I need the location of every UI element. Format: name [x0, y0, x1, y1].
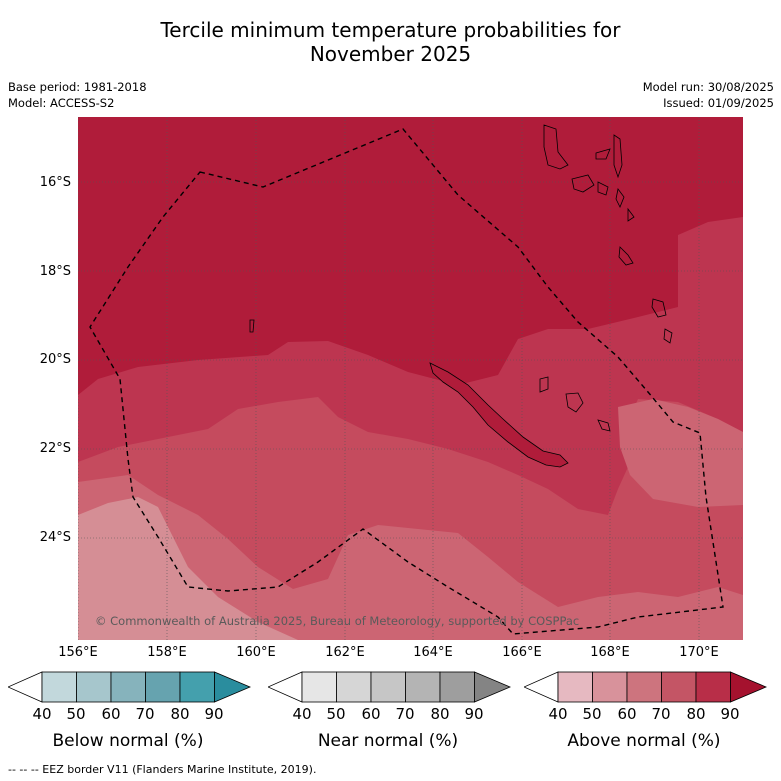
cbar-above-tick-70: 70 — [651, 705, 671, 723]
eez-footer-note: -- -- -- EEZ border V11 (Flanders Marine… — [8, 763, 317, 776]
lat-label-20s: 20°S — [39, 352, 71, 367]
colorbar-below-normal — [8, 671, 251, 703]
title-line-1: Tercile minimum temperature probabilitie… — [160, 18, 621, 42]
copyright-notice: © Commonwealth of Australia 2025, Bureau… — [95, 614, 580, 628]
cbar-near-seg-1 — [301, 671, 337, 703]
cbar-near-title: Near normal (%) — [317, 731, 459, 751]
cbar-near-tick-80: 80 — [430, 705, 450, 723]
cbar-above-tick-80: 80 — [686, 705, 706, 723]
cbar-below-tick-70: 70 — [135, 705, 155, 723]
cbar-near-tick-60: 60 — [361, 705, 381, 723]
lon-label-162e: 162°E — [325, 645, 365, 660]
loyalty-islands — [539, 376, 611, 432]
eez-border — [89, 128, 724, 635]
colorbar-near-normal — [268, 671, 511, 703]
cbar-below-seg-2 — [76, 671, 112, 703]
cbar-near-seg-2 — [336, 671, 372, 703]
lon-label-160e: 160°E — [236, 645, 276, 660]
cbar-below-tick-40: 40 — [32, 705, 52, 723]
lon-label-166e: 166°E — [502, 645, 542, 660]
cbar-above-tick-40: 40 — [548, 705, 568, 723]
cbar-near-seg-6 — [474, 671, 511, 703]
base-period: Base period: 1981-2018 — [8, 80, 147, 94]
cbar-near-tick-50: 50 — [326, 705, 346, 723]
cbar-above-tick-50: 50 — [582, 705, 602, 723]
lat-label-18s: 18°S — [39, 264, 71, 279]
map-title: Tercile minimum temperature probabilitie… — [0, 18, 781, 66]
lon-label-168e: 168°E — [590, 645, 630, 660]
cbar-below-seg-0 — [8, 671, 43, 703]
model-run: Model run: 30/08/2025 — [642, 80, 774, 94]
lat-label-16s: 16°S — [39, 175, 71, 190]
band-above-60 — [78, 475, 743, 640]
cbar-above-title: Above normal (%) — [567, 731, 721, 751]
cbar-near-tick-40: 40 — [292, 705, 312, 723]
cbar-below-tick-90: 90 — [204, 705, 224, 723]
lon-label-156e: 156°E — [58, 645, 98, 660]
cbar-near-tick-90: 90 — [464, 705, 484, 723]
probability-map — [78, 117, 743, 640]
cbar-near-tick-70: 70 — [395, 705, 415, 723]
cbar-below-title: Below normal (%) — [52, 731, 204, 751]
lon-label-164e: 164°E — [413, 645, 453, 660]
lon-label-158e: 158°E — [147, 645, 187, 660]
cbar-below-tick-80: 80 — [170, 705, 190, 723]
cbar-near-seg-3 — [370, 671, 406, 703]
cbar-above-tick-60: 60 — [617, 705, 637, 723]
lat-label-24s: 24°S — [39, 530, 71, 545]
meta-right: Model run: 30/08/2025 Issued: 01/09/2025 — [643, 79, 774, 111]
cbar-near-seg-4 — [405, 671, 441, 703]
cbar-below-seg-4 — [145, 671, 181, 703]
cbar-below-seg-3 — [110, 671, 146, 703]
cbar-above-seg-5 — [695, 671, 731, 703]
cbar-above-seg-0 — [524, 671, 559, 703]
cbar-below-seg-5 — [179, 671, 215, 703]
cbar-below-tick-60: 60 — [101, 705, 121, 723]
cbar-above-seg-3 — [626, 671, 662, 703]
band-above-60-east — [618, 399, 743, 507]
model-name: Model: ACCESS-S2 — [8, 96, 115, 110]
title-line-2: November 2025 — [309, 42, 472, 66]
cbar-above-seg-6 — [730, 671, 767, 703]
cbar-below-seg-1 — [41, 671, 77, 703]
colorbar-above-normal — [524, 671, 767, 703]
cbar-near-seg-5 — [439, 671, 475, 703]
band-above-50 — [78, 497, 298, 640]
cbar-near-seg-0 — [268, 671, 303, 703]
cbar-above-seg-4 — [661, 671, 697, 703]
graticule — [78, 117, 743, 640]
lat-label-22s: 22°S — [39, 441, 71, 456]
vanuatu-islands — [249, 124, 673, 344]
new-caledonia — [429, 362, 569, 468]
cbar-above-seg-2 — [592, 671, 628, 703]
cbar-above-tick-90: 90 — [720, 705, 740, 723]
meta-left: Base period: 1981-2018 Model: ACCESS-S2 — [8, 79, 147, 111]
cbar-above-seg-1 — [557, 671, 593, 703]
cbar-below-seg-6 — [214, 671, 251, 703]
lon-label-170e: 170°E — [679, 645, 719, 660]
issued-date: Issued: 01/09/2025 — [663, 96, 774, 110]
cbar-below-tick-50: 50 — [66, 705, 86, 723]
